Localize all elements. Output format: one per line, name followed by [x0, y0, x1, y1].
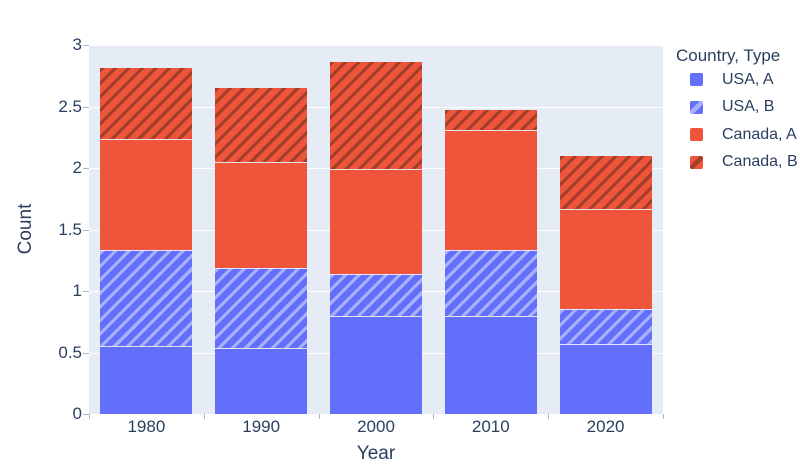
bar-segment-usa-b-1980[interactable]: [100, 250, 193, 347]
x-tick-label-1980: 1980: [127, 417, 166, 436]
legend-item-usa-b[interactable]: USA, B: [676, 94, 798, 122]
bar-segment-usa-a-2000[interactable]: [330, 315, 422, 414]
x-axis-title: Year: [356, 443, 396, 464]
legend-title: Country, Type: [676, 46, 781, 65]
legend-item-canada-b[interactable]: Canada, B: [676, 149, 798, 177]
bar-2010: [444, 110, 537, 414]
y-tick-label-2: 2: [72, 158, 82, 177]
y-tick-mark: [83, 352, 89, 354]
bar-segment-canada-b-1990[interactable]: [215, 88, 308, 162]
bar-segment-usa-b-2020[interactable]: [559, 309, 652, 344]
legend-label-canada-b: Canada, B: [722, 153, 798, 171]
legend-items: USA, A USA, B Canada, A Canada, B: [676, 66, 798, 176]
y-tick-mark: [83, 168, 89, 169]
bar-segment-canada-b-2000[interactable]: [330, 62, 422, 170]
bar-2000: [330, 62, 422, 414]
bar-1990: [215, 88, 308, 414]
legend-label-usa-a: USA, A: [722, 70, 774, 88]
x-tick-label-2000: 2000: [357, 417, 395, 436]
y-tick-label-2-5: 2.5: [58, 96, 82, 116]
bar-segment-usa-b-1990[interactable]: [215, 267, 308, 348]
legend-swatch-usa-b: [690, 100, 703, 114]
bar-segment-canada-a-2020[interactable]: [559, 208, 652, 310]
bar-segment-canada-b-1980[interactable]: [100, 68, 193, 139]
y-tick-mark: [83, 229, 89, 231]
y-tick-mark: [83, 106, 89, 108]
bar-2020: [559, 155, 652, 414]
y-tick-label-1-5: 1.5: [58, 219, 82, 239]
y-tick-mark: [83, 45, 89, 46]
bar-segment-canada-a-2010[interactable]: [444, 129, 537, 251]
bar-segment-canada-b-2010[interactable]: [444, 110, 537, 130]
x-tick-mark: [89, 414, 90, 419]
bar-segment-canada-b-2020[interactable]: [559, 155, 652, 209]
legend-swatch-canada-b: [690, 155, 703, 169]
bar-segment-usa-a-1980[interactable]: [100, 346, 193, 414]
x-tick-label-2010: 2010: [471, 417, 510, 436]
bar-1980: [100, 68, 193, 414]
bar-segment-canada-a-2000[interactable]: [330, 169, 422, 274]
legend-label-usa-b: USA, B: [722, 98, 775, 116]
x-tick-mark: [433, 414, 435, 419]
x-tick-mark: [318, 414, 320, 419]
y-tick-mark: [83, 291, 89, 292]
bar-segment-usa-a-2020[interactable]: [559, 343, 652, 414]
y-tick-mark: [83, 414, 89, 415]
x-tick-label-1990: 1990: [242, 417, 281, 436]
x-tick-mark: [663, 414, 664, 419]
x-tick-mark: [548, 414, 550, 419]
y-tick-label-0: 0: [72, 404, 82, 423]
legend: Country, Type USA, A USA, B Canada, A Canad…: [676, 46, 798, 176]
legend-swatch-usa-a: [690, 73, 703, 87]
bar-segment-usa-b-2010[interactable]: [444, 250, 537, 316]
bar-segment-canada-a-1990[interactable]: [215, 161, 308, 268]
plot-area: [89, 45, 663, 414]
legend-swatch-canada-a: [690, 128, 703, 142]
y-tick-label-0-5: 0.5: [58, 342, 82, 362]
x-tick-label-2020: 2020: [586, 417, 625, 436]
gridline: [89, 45, 663, 46]
legend-item-usa-a[interactable]: USA, A: [676, 66, 798, 94]
legend-label-canada-a: Canada, A: [722, 125, 797, 143]
x-tick-mark: [203, 414, 205, 419]
y-tick-label-1: 1: [72, 281, 82, 300]
bar-segment-canada-a-1980[interactable]: [100, 138, 193, 251]
y-tick-label-3: 3: [72, 35, 82, 54]
bar-segment-usa-a-2010[interactable]: [444, 315, 537, 414]
bar-segment-usa-a-1990[interactable]: [215, 347, 308, 414]
bar-segment-usa-b-2000[interactable]: [330, 273, 422, 316]
legend-item-canada-a[interactable]: Canada, A: [676, 121, 798, 149]
